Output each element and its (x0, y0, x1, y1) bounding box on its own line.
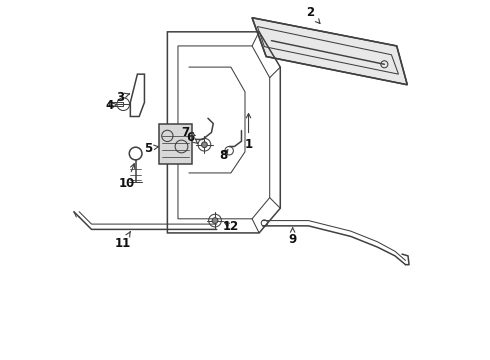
Circle shape (212, 218, 218, 224)
Text: 9: 9 (289, 228, 297, 247)
Text: 6: 6 (186, 131, 197, 144)
Text: 8: 8 (220, 149, 228, 162)
Text: 1: 1 (245, 113, 252, 151)
Text: 2: 2 (306, 6, 320, 23)
Text: 4: 4 (105, 99, 117, 112)
Circle shape (201, 142, 207, 148)
Text: 7: 7 (181, 126, 195, 139)
Text: 3: 3 (116, 91, 129, 104)
Text: 12: 12 (223, 220, 239, 233)
Text: 10: 10 (119, 164, 135, 190)
Bar (159, 123, 192, 164)
Bar (109, 102, 123, 106)
Text: 11: 11 (115, 232, 131, 250)
Polygon shape (252, 18, 407, 85)
Text: 5: 5 (144, 142, 158, 155)
